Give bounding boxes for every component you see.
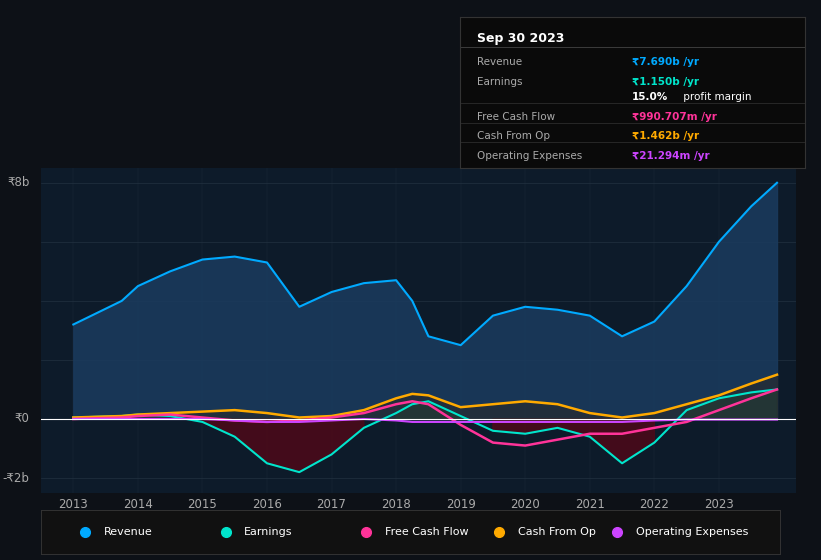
Text: Operating Expenses: Operating Expenses [636,527,748,537]
Text: ₹990.707m /yr: ₹990.707m /yr [632,111,717,122]
Text: Earnings: Earnings [245,527,293,537]
Text: ₹1.150b /yr: ₹1.150b /yr [632,77,699,87]
Text: ₹8b: ₹8b [7,176,30,189]
Text: ₹21.294m /yr: ₹21.294m /yr [632,151,710,161]
Text: 15.0%: 15.0% [632,92,668,102]
Text: Free Cash Flow: Free Cash Flow [385,527,468,537]
Text: ₹0: ₹0 [15,413,30,426]
Text: ₹1.462b /yr: ₹1.462b /yr [632,131,699,141]
Text: ₹7.690b /yr: ₹7.690b /yr [632,57,699,67]
Text: -₹2b: -₹2b [2,472,30,484]
Text: Cash From Op: Cash From Op [518,527,595,537]
Text: Free Cash Flow: Free Cash Flow [477,111,555,122]
Text: profit margin: profit margin [681,92,752,102]
Text: Earnings: Earnings [477,77,522,87]
Text: Operating Expenses: Operating Expenses [477,151,582,161]
Text: Revenue: Revenue [477,57,522,67]
Text: Cash From Op: Cash From Op [477,131,550,141]
Text: Sep 30 2023: Sep 30 2023 [477,32,564,45]
Text: Revenue: Revenue [103,527,153,537]
